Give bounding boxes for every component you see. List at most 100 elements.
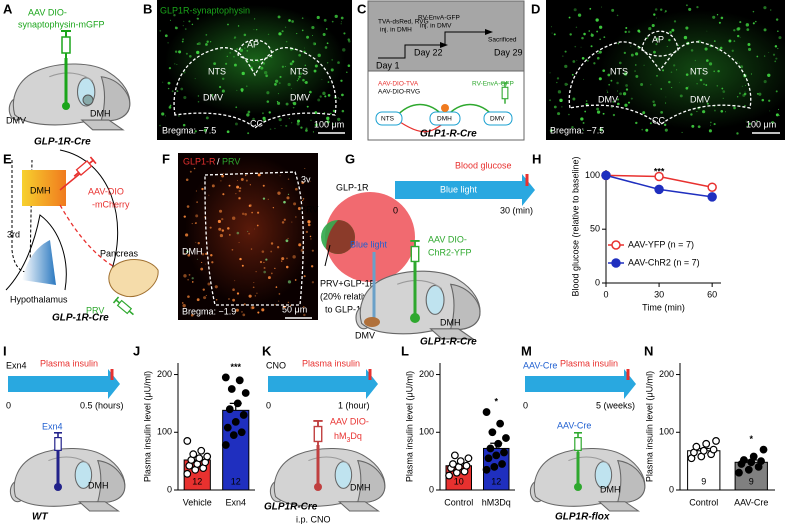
- speck: [655, 17, 657, 19]
- annotation: ***: [654, 166, 665, 176]
- speck: [266, 100, 270, 103]
- speck: [598, 128, 600, 130]
- label: AAV DIO-: [428, 234, 467, 244]
- speck: [190, 313, 194, 317]
- speck: [731, 49, 734, 52]
- speck: [550, 26, 552, 28]
- speck: [646, 36, 649, 40]
- speck: [191, 223, 193, 225]
- speck: [168, 67, 172, 70]
- timeline-arrow: [395, 174, 535, 206]
- outline: [5, 214, 67, 291]
- label: (20% relative: [320, 291, 373, 301]
- speck: [568, 16, 571, 19]
- speck: [267, 198, 269, 200]
- panel-label: C: [357, 1, 367, 16]
- speck: [580, 46, 582, 48]
- speck: [169, 19, 171, 21]
- speck: [777, 47, 779, 50]
- speck: [679, 94, 683, 98]
- speck: [652, 100, 655, 103]
- timeline-arrow: [268, 369, 378, 399]
- arrowhead: [485, 29, 493, 35]
- specks: [549, 4, 782, 135]
- speck: [596, 107, 599, 111]
- speck: [182, 123, 186, 127]
- speck: [309, 90, 312, 94]
- speck: [737, 61, 738, 63]
- speck: [281, 260, 283, 262]
- speck: [283, 305, 286, 309]
- speck: [665, 102, 667, 104]
- speck: [183, 252, 186, 255]
- speck: [717, 69, 720, 73]
- speck: [619, 92, 623, 96]
- speck: [341, 109, 345, 113]
- speck: [691, 124, 695, 128]
- speck: [331, 20, 334, 23]
- injection-site: [314, 483, 322, 491]
- speck: [755, 119, 758, 122]
- speck: [221, 229, 225, 232]
- speck: [697, 125, 701, 129]
- speck: [720, 109, 724, 113]
- label: CC: [652, 115, 665, 125]
- speck: [262, 197, 266, 200]
- data-point: [449, 460, 457, 468]
- speck: [696, 6, 699, 9]
- label: Exn4: [6, 360, 27, 370]
- speck: [696, 111, 698, 113]
- speck: [347, 38, 350, 41]
- data-point: [231, 417, 240, 426]
- label: -mCherry: [92, 199, 130, 209]
- speck: [277, 191, 281, 195]
- speck: [588, 30, 591, 32]
- speck: [183, 215, 186, 218]
- speck: [191, 277, 194, 280]
- speck: [261, 308, 265, 312]
- speck: [275, 286, 278, 288]
- speck: [339, 98, 341, 100]
- speck: [774, 45, 778, 48]
- y-tick-label: 100: [419, 427, 434, 437]
- timeline-arrow: [525, 369, 636, 399]
- x-axis-label: Time (min): [642, 302, 685, 312]
- speck: [287, 237, 289, 239]
- label: DMH: [30, 185, 51, 195]
- speck: [304, 81, 308, 84]
- speck: [551, 32, 553, 34]
- glow: [600, 10, 785, 130]
- label: 0: [393, 205, 398, 215]
- speck: [167, 81, 171, 85]
- speck: [668, 38, 671, 42]
- speck: [557, 90, 562, 94]
- speck: [564, 82, 568, 86]
- label: Blood glucose: [455, 160, 512, 170]
- speck: [755, 20, 757, 23]
- speck: [265, 258, 268, 261]
- label: synaptophysin-mGFP: [18, 19, 105, 29]
- speck: [585, 100, 588, 102]
- label: NTS: [381, 116, 395, 123]
- speck: [278, 293, 281, 295]
- speck: [329, 112, 332, 115]
- data-point: [239, 411, 248, 419]
- speck: [758, 92, 762, 96]
- speck: [291, 122, 293, 124]
- speck: [756, 92, 759, 95]
- speck: [623, 51, 626, 54]
- speck: [232, 288, 235, 291]
- speck: [736, 132, 739, 135]
- speck: [763, 28, 767, 32]
- label: Exn4: [42, 421, 63, 431]
- speck: [710, 124, 712, 126]
- speck: [575, 26, 578, 29]
- speck: [311, 281, 315, 284]
- speck: [194, 78, 196, 80]
- speck: [174, 50, 178, 53]
- speck: [720, 16, 724, 20]
- speck: [582, 129, 584, 131]
- speck: [296, 79, 299, 82]
- speck: [330, 68, 334, 72]
- speck: [248, 204, 252, 207]
